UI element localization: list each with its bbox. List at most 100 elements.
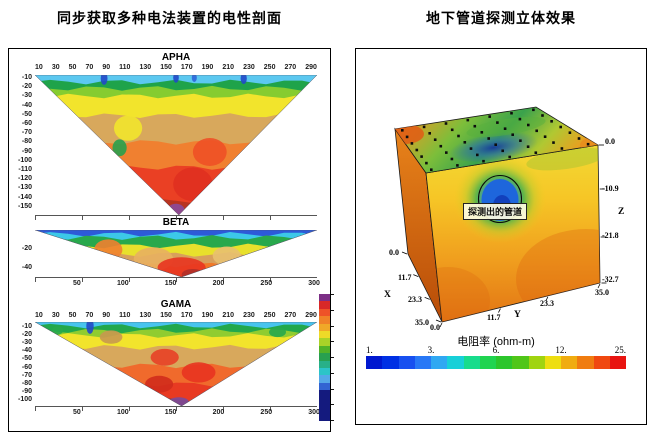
tick-label: 50: [68, 312, 77, 319]
tick-label: 250: [263, 312, 276, 319]
tick-label: -90: [21, 147, 32, 155]
colorbar-swatch: [319, 301, 330, 309]
tick-label: 30: [51, 312, 60, 319]
tick-label: 230: [243, 64, 255, 71]
tick-label: 110: [119, 64, 131, 71]
x-axis-tick: 0.0: [389, 248, 399, 257]
colorbar-swatch: [382, 356, 399, 369]
z-axis-label: Z: [618, 207, 625, 217]
tick-mark: [331, 325, 334, 327]
x-axis-tick: 11.7: [398, 273, 412, 282]
colorbar-swatch: [319, 308, 330, 317]
tick-label: -70: [21, 371, 32, 379]
tick-label: 150: [164, 280, 177, 287]
tick-label: 190: [201, 64, 214, 71]
colorbar-swatch: [319, 338, 330, 346]
apha-left-axis: -10 -20 -30 -40 -50 -60 -70 -80 -90 -100 -110 -120-…: [9, 74, 32, 210]
beta-pseudosection: [35, 230, 317, 277]
tick-label: -120: [17, 175, 32, 183]
tick-label: -60: [21, 363, 32, 371]
colorbar-tick-label: 3.: [427, 345, 435, 355]
colorbar-swatch: [528, 356, 545, 369]
y-axis-tick: 0.0: [430, 323, 440, 332]
x-axis-tick: 35.0: [415, 318, 429, 327]
tick-label: 50: [73, 409, 81, 416]
tick-label: 170: [180, 312, 193, 319]
tick-label: -90: [21, 387, 32, 395]
tick-label: 90: [102, 312, 111, 319]
tick-label: 70: [85, 312, 94, 319]
beta-title: BETA: [162, 217, 190, 228]
colorbar-swatch: [319, 316, 330, 324]
tick-mark: [331, 341, 334, 343]
colorbar-tick-labels: 1. 3. 6. 12. 25.: [366, 345, 626, 355]
tick-mark: [331, 404, 334, 406]
tick-label: -30: [21, 339, 32, 347]
tick-label: 190: [201, 312, 214, 319]
tick-label: 130: [139, 64, 152, 71]
tick-label: 250: [260, 409, 273, 416]
tick-label: -70: [21, 129, 32, 137]
colorbar-swatch: [319, 375, 330, 383]
x-axis-tick: 23.3: [408, 295, 422, 304]
tick-label: 30: [51, 64, 60, 71]
colorbar-swatch: [414, 356, 431, 369]
left-panel: APHA 10 30 50 70 90 110 130 150 170 190 210 230 250 2…: [8, 48, 334, 432]
colorbar-tick-label: 1.: [366, 345, 373, 355]
tick-label: 300: [308, 280, 320, 287]
tick-label: 250: [260, 280, 273, 287]
tick-label: -100: [17, 156, 32, 164]
colorbar-swatch: [319, 323, 330, 331]
colorbar-tick-label: 12.: [555, 345, 567, 355]
tick-label: -50: [21, 110, 32, 118]
pipeline-annotation: 探测出的管道: [463, 203, 528, 220]
tick-label: 50: [68, 64, 77, 71]
colorbar-swatch: [593, 356, 610, 369]
colorbar-swatch: [577, 356, 594, 369]
tick-label: 200: [212, 280, 225, 287]
colorbar-swatch: [319, 353, 330, 361]
resistivity-cube: [394, 106, 607, 328]
colorbar-swatch: [366, 356, 383, 369]
tick-mark: [331, 420, 334, 421]
tick-label: 290: [305, 312, 317, 319]
vertical-colorbar: [319, 294, 330, 422]
colorbar-swatch: [319, 294, 330, 302]
colorbar-swatch: [447, 356, 464, 369]
right-panel-title: 地下管道探测立体效果: [426, 10, 576, 26]
tick-label: 150: [160, 312, 172, 319]
colorbar-swatch: [609, 356, 626, 369]
vertical-colorbar-ticks: [331, 294, 335, 421]
gama-top-axis: 10 30 50 70 90 110 130 150 170 190 210 230 250 270 290: [35, 312, 317, 319]
colorbar-swatch: [398, 356, 415, 369]
colorbar-swatch: [319, 360, 330, 368]
gama-pseudosection: [35, 322, 317, 406]
apha-bottom-axis-line: [35, 215, 317, 220]
tick-label: 170: [180, 64, 193, 71]
tick-label: 100: [116, 409, 129, 416]
tick-label: 150: [164, 409, 177, 416]
tick-mark: [331, 372, 334, 374]
gama-left-axis: -10 -20 -30 -40 -50 -60 -70 -80 -90 -100: [9, 323, 32, 403]
colorbar-swatch: [319, 345, 330, 354]
colorbar-swatch: [544, 356, 561, 369]
z-axis-tick: 0.0: [605, 137, 615, 146]
colorbar-swatch: [561, 356, 578, 369]
tick-label: -140: [17, 193, 32, 201]
tick-label: 50: [73, 280, 81, 287]
x-axis-label: X: [384, 290, 391, 300]
tick-mark: [331, 294, 334, 295]
tick-label: 10: [35, 312, 43, 319]
gama-title: GAMA: [160, 299, 192, 310]
horizontal-colorbar: [366, 356, 626, 369]
colorbar-tick-label: 6.: [492, 345, 500, 355]
tick-mark: [331, 309, 334, 311]
y-axis-label: Y: [514, 310, 521, 320]
colorbar-swatch: [431, 356, 448, 369]
apha-pseudosection: [35, 75, 317, 215]
colorbar-swatch: [463, 356, 480, 369]
colorbar-swatch: [319, 390, 330, 422]
colorbar-swatch: [319, 330, 330, 339]
tick-label: -50: [21, 355, 32, 363]
beta-bottom-axis-line: [35, 277, 317, 282]
